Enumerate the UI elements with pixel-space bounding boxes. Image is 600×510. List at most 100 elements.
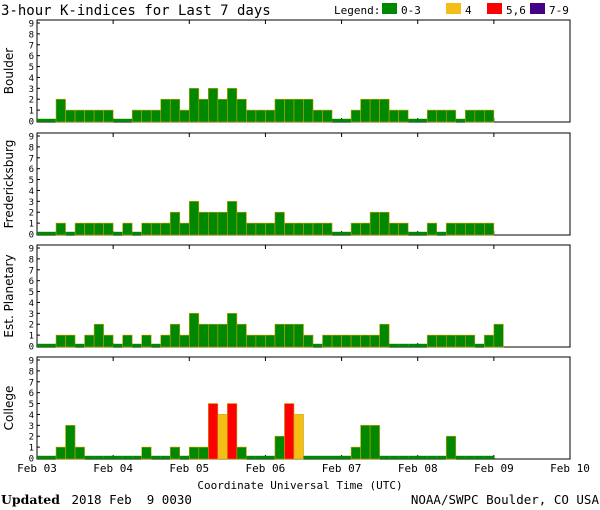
k-index-bar <box>332 455 342 459</box>
k-index-bar <box>141 222 152 236</box>
k-index-bar <box>246 334 257 348</box>
k-index-bar <box>408 343 418 347</box>
k-index-bar <box>131 109 142 123</box>
k-index-bar <box>246 109 257 123</box>
k-index-bar <box>360 98 371 123</box>
y-tick-label: 3 <box>29 422 34 432</box>
k-index-bar <box>293 414 304 460</box>
k-index-bar <box>227 313 238 348</box>
k-index-bar <box>436 109 447 123</box>
k-index-bar <box>426 222 438 236</box>
k-index-bar <box>360 222 371 236</box>
k-index-bar <box>122 334 133 348</box>
k-index-bar <box>455 334 466 348</box>
k-index-bar <box>198 323 209 348</box>
k-index-bar <box>198 446 209 460</box>
y-tick-label: 1 <box>29 107 34 117</box>
k-index-bar <box>369 211 380 236</box>
k-index-bar <box>151 455 161 459</box>
k-index-bar <box>122 118 133 122</box>
y-tick-label: 3 <box>29 310 34 320</box>
x-tick-label: Feb 10 <box>550 462 590 475</box>
k-index-bar <box>74 446 85 460</box>
k-index-bar <box>484 109 495 123</box>
k-index-bar <box>160 98 171 123</box>
series-label: College <box>2 386 16 431</box>
k-index-bar <box>113 231 123 235</box>
k-index-bar <box>84 455 95 459</box>
k-index-bar <box>293 222 304 236</box>
k-index-bar <box>84 109 95 123</box>
k-index-bar <box>474 222 485 236</box>
k-index-bar <box>417 343 428 347</box>
k-index-bar <box>369 425 380 460</box>
k-index-bar <box>408 455 418 459</box>
k-index-bar <box>208 323 219 348</box>
y-tick-label: 8 <box>29 367 34 377</box>
k-index-bar <box>436 231 447 235</box>
k-index-bar <box>293 323 304 348</box>
k-index-bar <box>65 425 76 460</box>
k-index-bar <box>341 231 352 235</box>
k-index-bar <box>322 455 333 459</box>
legend-item-label: 7-9 <box>549 4 569 17</box>
k-index-bar <box>84 222 95 236</box>
k-index-bar <box>55 446 66 460</box>
k-index-bar <box>46 343 57 347</box>
k-index-bar <box>46 118 57 122</box>
y-tick-label: 6 <box>29 389 34 399</box>
k-index-bar <box>132 343 142 347</box>
y-tick-label: 6 <box>29 165 34 175</box>
k-index-bar <box>284 403 295 460</box>
k-index-bar <box>303 334 314 348</box>
y-tick-label: 0 <box>29 343 34 353</box>
k-index-bar <box>284 323 295 348</box>
k-index-bar <box>369 334 380 348</box>
k-index-bar <box>331 334 342 348</box>
k-index-bar <box>208 88 219 123</box>
k-index-bar <box>227 201 238 236</box>
k-index-bar <box>93 109 104 123</box>
k-index-bar <box>151 343 161 347</box>
k-index-bar <box>474 343 485 347</box>
k-index-bar <box>65 334 76 348</box>
y-tick-label: 3 <box>29 85 34 95</box>
chart-title: 3-hour K-indices for Last 7 days <box>1 3 271 19</box>
k-index-bar <box>312 109 323 123</box>
k-index-bar <box>141 109 152 123</box>
updated-value: 2018 Feb 9 0030 <box>71 492 191 507</box>
y-tick-label: 9 <box>29 357 34 367</box>
k-index-bar <box>313 343 323 347</box>
k-index-bar <box>379 98 390 123</box>
k-index-bar <box>122 222 133 236</box>
k-index-bar <box>208 211 219 236</box>
k-index-bar <box>37 231 47 235</box>
k-index-bar <box>246 222 257 236</box>
x-tick-label: Feb 06 <box>246 462 286 475</box>
k-index-bar <box>113 455 123 459</box>
k-index-bar <box>93 222 104 236</box>
k-index-bar <box>322 334 333 348</box>
k-index-bar <box>417 231 428 235</box>
legend-swatch-3 <box>530 3 545 14</box>
k-index-bar <box>236 98 247 123</box>
k-index-bar <box>303 222 314 236</box>
k-index-bar <box>55 98 66 123</box>
k-index-bar <box>274 98 285 123</box>
panel-frame <box>36 132 571 236</box>
k-index-bar <box>455 455 466 459</box>
k-index-bar <box>179 109 190 123</box>
k-index-bar <box>55 334 66 348</box>
updated-label: Updated <box>1 492 60 507</box>
k-index-bar <box>465 222 476 236</box>
k-index-bar <box>65 109 76 123</box>
k-index-bar <box>303 455 314 459</box>
series-label: Boulder <box>2 48 16 95</box>
k-index-bar <box>93 323 104 348</box>
k-index-bar <box>160 334 171 348</box>
k-index-bar <box>379 323 390 348</box>
y-tick-label: 2 <box>29 96 34 106</box>
